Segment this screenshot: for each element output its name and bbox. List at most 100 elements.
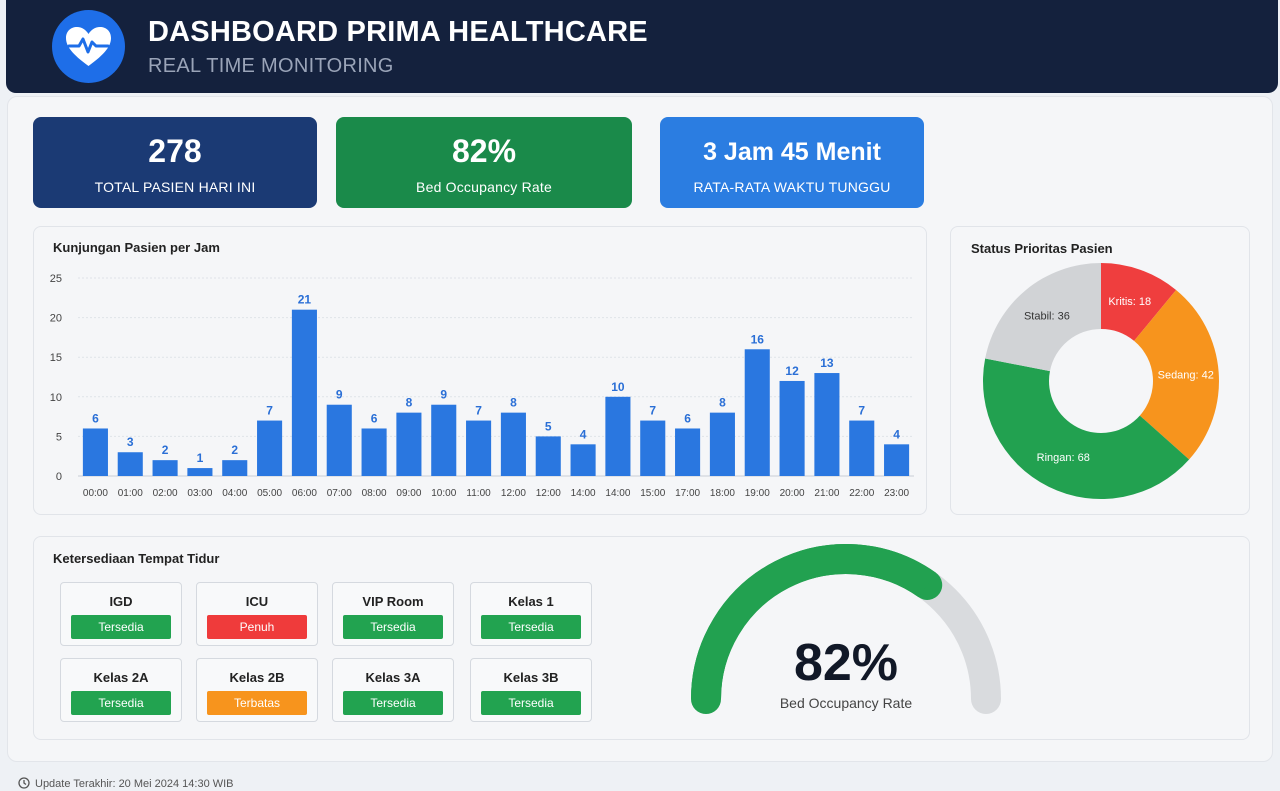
patient-priority-donut: Kritis: 18 Sedang: 42 Ringan: 68 Stabil: 36 [983,263,1219,499]
bar-value-label: 2 [162,443,169,457]
dashboard-subtitle: REAL TIME MONITORING [148,55,394,77]
bar-value-label: 6 [371,411,378,425]
bar [675,428,701,476]
bar [466,420,492,476]
x-tick-label: 20:00 [780,488,805,499]
x-tick-label: 06:00 [292,488,317,499]
kpi-wait-time: 3 Jam 45 Menit RATA-RATA WAKTU TUNGGU [660,117,924,208]
bar [396,412,422,476]
bar-value-label: 7 [858,404,865,418]
footer-update: Update Terakhir: 20 Mei 2024 14:30 WIB [18,777,234,790]
kpi-label: Bed Occupancy Rate [416,179,552,195]
y-tick-label: 0 [56,471,62,483]
bar [361,428,387,476]
bar-value-label: 21 [298,293,312,307]
kpi-bed-occupancy: 82% Bed Occupancy Rate [336,117,632,208]
x-tick-label: 12:00 [536,488,561,499]
gauge-fill-end [691,544,936,700]
bar [152,460,178,476]
bar [82,428,108,476]
x-tick-label: 11:00 [466,488,491,499]
bar [849,420,875,476]
bar-value-label: 6 [92,411,99,425]
kpi-label: TOTAL PASIEN HARI INI [94,179,256,195]
donut-slice [1101,263,1177,341]
bar-value-label: 4 [580,427,587,441]
y-tick-label: 20 [50,313,62,325]
bed-status-badge: Terbatas [207,691,307,715]
bar [814,373,840,476]
y-tick-label: 10 [50,392,62,404]
bar [535,436,561,476]
bar-value-label: 16 [751,332,765,346]
bar [884,444,910,476]
x-tick-label: 15:00 [640,488,665,499]
x-tick-label: 09:00 [396,488,421,499]
bed-tile-kelas-3b: Kelas 3B Tersedia [470,658,592,722]
x-tick-label: 14:00 [571,488,596,499]
bed-status-badge: Tersedia [71,615,171,639]
bar-value-label: 3 [127,435,134,449]
x-tick-label: 05:00 [257,488,282,499]
bar-value-label: 8 [406,396,413,410]
bed-status-badge: Tersedia [481,691,581,715]
bed-status-badge: Tersedia [343,691,443,715]
x-tick-label: 08:00 [362,488,387,499]
bar [570,444,596,476]
bar-value-label: 8 [719,396,726,410]
kpi-value: 82% [451,133,517,169]
kpi-value: 278 [148,133,202,169]
bed-status-badge: Tersedia [343,615,443,639]
donut-slice-label: Sedang: 42 [1158,369,1214,381]
footer-text: Update Terakhir: 20 Mei 2024 14:30 WIB [35,778,234,790]
bar-value-label: 10 [611,380,625,394]
bar [744,349,770,476]
bar [257,420,283,476]
bed-name: VIP Room [362,594,424,609]
y-tick-label: 5 [56,431,62,443]
x-tick-label: 01:00 [118,488,143,499]
logo [52,10,125,83]
x-tick-label: 02:00 [153,488,178,499]
bar-value-label: 1 [197,451,204,465]
bar [605,396,631,476]
bed-tile-kelas-3a: Kelas 3A Tersedia [332,658,454,722]
bar [431,404,457,476]
bed-tile-kelas-1: Kelas 1 Tersedia [470,582,592,646]
clock-icon [18,777,30,789]
x-tick-label: 21:00 [814,488,839,499]
bar [187,468,213,476]
kpi-total-patients: 278 TOTAL PASIEN HARI INI [33,117,317,208]
bar-value-label: 9 [336,388,343,402]
bar [326,404,352,476]
x-tick-label: 22:00 [849,488,874,499]
bar-value-label: 7 [649,404,656,418]
bar [640,420,666,476]
x-tick-label: 19:00 [745,488,770,499]
bar-value-label: 2 [231,443,238,457]
bed-tile-vip-room: VIP Room Tersedia [332,582,454,646]
hourly-visits-card: Kunjungan Pasien per Jam 0 5 10 15 20 25 6 00:0… [33,226,927,515]
bar-value-label: 13 [820,356,834,370]
bed-tile-kelas-2a: Kelas 2A Tersedia [60,658,182,722]
bar [291,309,317,476]
bed-tile-icu: ICU Penuh [196,582,318,646]
donut-slice-label: Kritis: 18 [1108,296,1151,308]
x-tick-label: 14:00 [605,488,630,499]
bar-value-label: 6 [684,411,691,425]
x-tick-label: 12:00 [501,488,526,499]
x-tick-label: 10:00 [431,488,456,499]
gauge-value: 82% [793,634,899,692]
bar-value-label: 9 [440,388,447,402]
bar [709,412,735,476]
bar [779,380,805,476]
bar [500,412,526,476]
bed-name: Kelas 1 [508,594,554,609]
bar [117,452,143,476]
bed-tile-igd: IGD Tersedia [60,582,182,646]
y-tick-label: 25 [50,273,62,285]
donut-slice [983,358,1190,499]
bar-value-label: 5 [545,419,552,433]
x-tick-label: 07:00 [327,488,352,499]
bed-status-badge: Tersedia [481,615,581,639]
